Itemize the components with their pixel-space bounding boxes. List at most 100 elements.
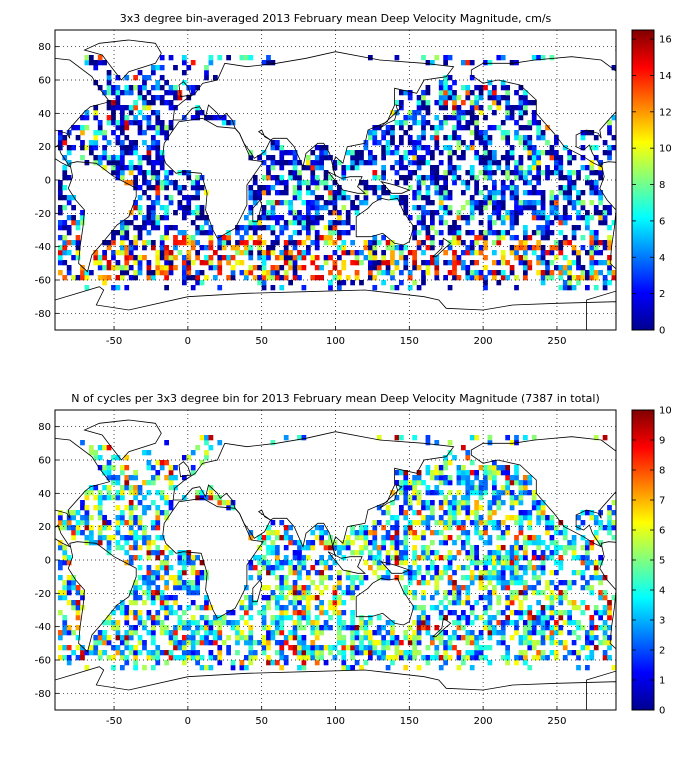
data-bin <box>398 480 404 486</box>
data-bin <box>372 570 378 576</box>
data-bin <box>279 215 285 221</box>
data-bin <box>261 625 267 631</box>
data-bin <box>226 500 231 506</box>
data-bin <box>261 175 267 181</box>
data-bin <box>164 100 169 106</box>
data-bin <box>416 500 422 506</box>
data-bin <box>376 625 382 631</box>
data-bin <box>248 535 254 541</box>
data-bin <box>261 205 267 211</box>
data-bin <box>332 560 338 566</box>
data-bin <box>607 270 612 276</box>
data-bin <box>146 570 152 576</box>
data-bin <box>429 515 435 521</box>
data-bin <box>190 615 196 621</box>
data-bin <box>434 255 440 261</box>
data-bin <box>319 160 324 166</box>
data-bin <box>208 605 214 611</box>
data-bin <box>252 650 258 656</box>
data-bin <box>190 620 196 626</box>
data-bin <box>208 620 214 626</box>
data-bin <box>398 655 404 661</box>
data-bin <box>376 550 382 556</box>
data-bin <box>190 260 196 266</box>
data-bin <box>429 200 435 206</box>
data-bin <box>177 95 183 101</box>
data-bin <box>549 525 555 531</box>
data-bin <box>447 270 453 276</box>
y-tick-label: -20 <box>35 589 51 600</box>
data-bin <box>66 645 72 651</box>
data-bin <box>474 85 479 91</box>
data-bin <box>456 535 462 541</box>
data-bin <box>505 555 511 561</box>
data-bin <box>186 200 192 206</box>
data-bin <box>266 600 271 606</box>
data-bin <box>297 600 302 606</box>
data-bin <box>133 75 138 81</box>
data-bin <box>106 245 112 251</box>
data-bin <box>93 115 99 121</box>
data-bin <box>142 240 147 246</box>
data-bin <box>274 270 280 276</box>
data-bin <box>456 275 462 281</box>
data-bin <box>181 210 187 216</box>
data-bin <box>119 515 125 521</box>
plot-frame <box>54 409 617 711</box>
data-bin <box>465 655 471 661</box>
data-bin <box>283 185 289 191</box>
data-bin <box>416 110 422 116</box>
data-bin <box>553 170 559 176</box>
data-bin <box>496 490 502 496</box>
grid <box>55 410 616 710</box>
data-bin <box>367 270 373 276</box>
data-bin <box>66 230 72 236</box>
data-bin <box>403 530 409 536</box>
data-bin <box>102 155 107 161</box>
data-bin <box>57 270 63 276</box>
data-bin <box>283 555 289 561</box>
colorbar-tick-label: 8 <box>659 466 665 477</box>
data-bin <box>460 110 466 116</box>
data-bin <box>270 635 276 641</box>
data-bin <box>314 240 320 246</box>
colorbar-tick-label: 4 <box>659 253 665 264</box>
data-bin <box>106 620 112 626</box>
data-bin <box>319 535 324 541</box>
data-bin <box>341 195 347 201</box>
data-bin <box>341 540 347 546</box>
data-bin <box>496 240 502 246</box>
data-bin <box>443 190 448 196</box>
data-bin <box>323 610 329 616</box>
data-bin <box>500 530 506 536</box>
data-bin <box>452 250 457 256</box>
data-bin <box>465 470 471 476</box>
data-bin <box>487 580 493 586</box>
data-bin <box>540 205 546 211</box>
data-bin <box>589 255 595 261</box>
data-bin <box>483 465 488 471</box>
data-bin <box>483 85 488 91</box>
data-bin <box>71 255 76 261</box>
data-bin <box>57 255 63 261</box>
data-bin <box>500 235 506 241</box>
data-bin <box>585 665 590 671</box>
data-bin <box>359 550 364 556</box>
data-bin <box>500 230 506 236</box>
data-bin <box>381 280 386 286</box>
data-bin <box>527 515 533 521</box>
data-bin <box>412 555 417 561</box>
data-bin <box>111 475 116 481</box>
data-bin <box>155 545 161 551</box>
data-bin <box>474 150 479 156</box>
data-bin <box>363 625 369 631</box>
data-bin <box>354 575 360 581</box>
data-bin <box>483 135 488 141</box>
data-bin <box>181 455 187 461</box>
data-bin <box>190 585 196 591</box>
data-bin <box>434 185 440 191</box>
data-bin <box>332 540 338 546</box>
data-bin <box>190 590 196 596</box>
data-bin <box>398 135 404 141</box>
data-bin <box>469 115 475 121</box>
